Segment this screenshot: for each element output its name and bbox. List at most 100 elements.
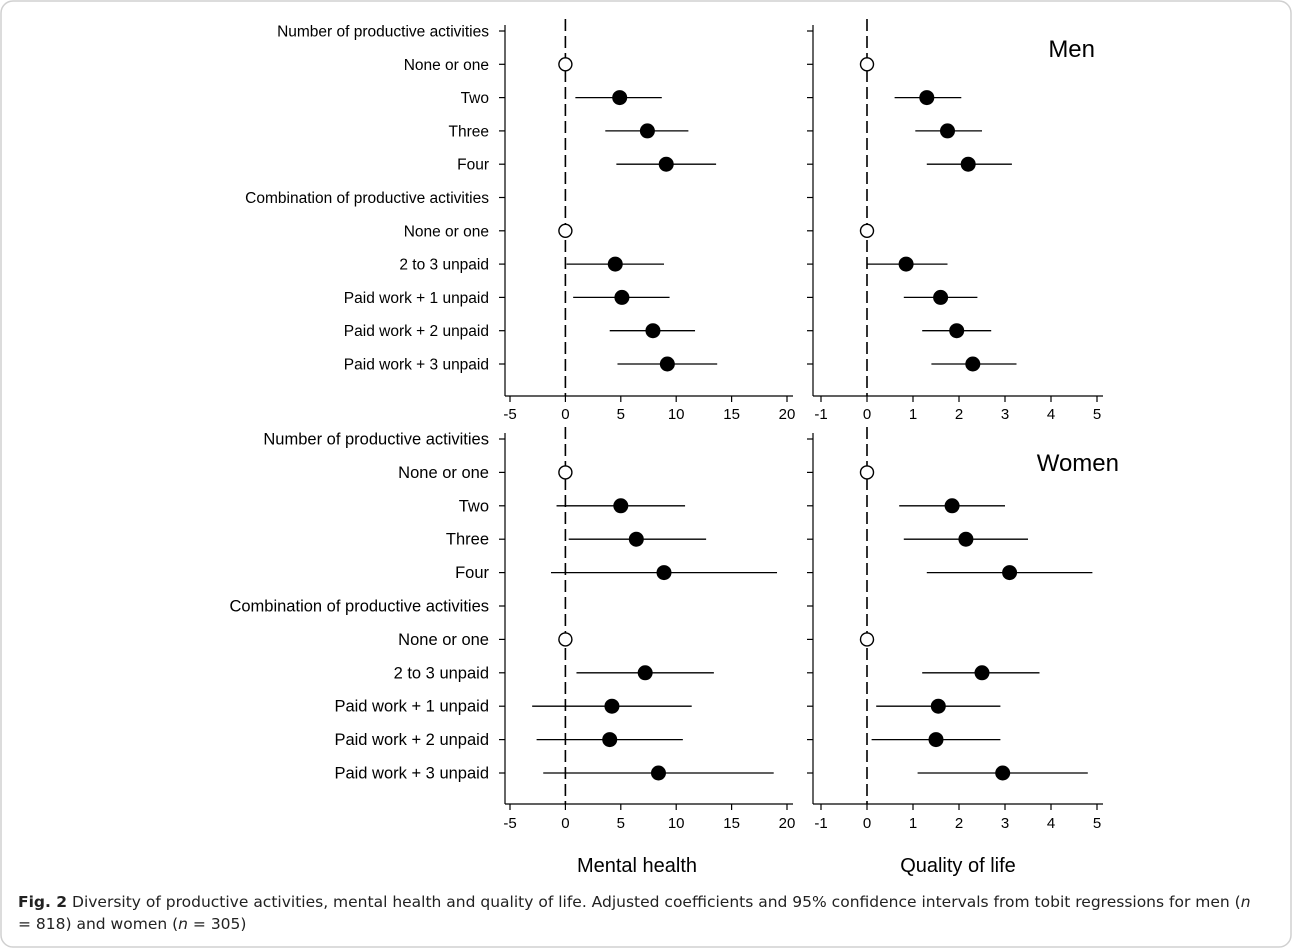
estimate-marker (898, 256, 914, 272)
x-tick-label: -5 (503, 406, 516, 423)
estimate-marker (944, 498, 960, 514)
reference-marker (558, 223, 573, 239)
caption-text-1: Diversity of productive activities, ment… (67, 893, 1241, 911)
plot-root: -5 0 5 10 15 20 -1 0 1 2 3 4 5 -5 0 5 10 15 20 -1 0 1 2 3 4 5 Numb… (229, 19, 1119, 877)
estimate-marker (650, 765, 666, 781)
x-tick-label: 5 (1093, 406, 1101, 423)
row-label: None or one (398, 464, 489, 482)
x-tick-label: 0 (863, 815, 871, 832)
reference-marker (558, 465, 573, 480)
row-label: Paid work + 1 unpaid (344, 290, 489, 307)
estimate-marker (933, 289, 949, 305)
row-label: None or one (404, 223, 489, 240)
x-axis-title: Quality of life (900, 855, 1016, 877)
caption-n-men: n (1240, 893, 1251, 911)
row-label: Three (449, 123, 490, 140)
row-label: Paid work + 2 unpaid (334, 731, 489, 749)
estimate-marker (974, 665, 990, 681)
estimate-marker (958, 531, 974, 547)
estimate-marker (995, 765, 1011, 781)
row-header-label: Combination of productive activities (229, 598, 489, 616)
row-label: Paid work + 1 unpaid (334, 698, 489, 716)
x-tick-label: 0 (863, 406, 871, 423)
row-labels-men: Number of productive activities None or o… (245, 24, 489, 374)
x-tick-label: 10 (668, 815, 685, 832)
estimate-marker (604, 698, 620, 714)
estimate-marker (658, 156, 674, 172)
x-tick-label: 3 (1001, 815, 1009, 832)
reference-marker (859, 632, 875, 647)
panel-men-quality-of-life: -1 0 1 2 3 4 5 (807, 19, 1103, 423)
x-tick-label: 20 (779, 815, 796, 832)
estimate-marker (659, 356, 675, 372)
x-tick-label: 5 (617, 406, 625, 423)
row-header-label: Number of productive activities (277, 24, 489, 41)
estimate-marker (1002, 565, 1018, 581)
reference-marker (859, 57, 875, 72)
estimate-marker (628, 531, 644, 547)
row-label: Paid work + 2 unpaid (344, 323, 489, 340)
x-tick-label: 5 (617, 815, 625, 832)
x-tick-label: 10 (668, 406, 685, 423)
estimate-marker (960, 156, 976, 172)
x-tick-label: 3 (1001, 406, 1009, 423)
figure-caption: Fig. 2 Diversity of productive activitie… (18, 891, 1258, 935)
figure-label: Fig. 2 (18, 893, 68, 911)
estimate-marker (637, 665, 653, 681)
x-tick-label: -1 (814, 815, 827, 832)
x-tick-label: 5 (1093, 815, 1101, 832)
row-label: Two (461, 90, 489, 107)
estimate-marker (614, 289, 630, 305)
row-header-label: Number of productive activities (263, 431, 489, 449)
estimate-marker (612, 90, 628, 106)
x-tick-label: 1 (909, 815, 917, 832)
row-header-label: Combination of productive activities (245, 190, 489, 207)
row-labels-women: Number of productive activities None or o… (229, 431, 489, 783)
caption-text-3: = 305) (187, 915, 247, 933)
estimate-marker (949, 323, 965, 339)
row-label: None or one (398, 631, 489, 649)
estimate-marker (639, 123, 655, 139)
group-label: Men (1048, 36, 1095, 63)
estimate-marker (919, 90, 935, 106)
estimate-marker (940, 123, 955, 139)
row-label: Four (455, 564, 489, 582)
estimate-marker (928, 732, 944, 748)
x-tick-label: 4 (1047, 406, 1055, 423)
x-tick-label: 1 (909, 406, 917, 423)
estimate-marker (607, 256, 623, 272)
x-tick-label: 0 (561, 406, 569, 423)
row-label: 2 to 3 unpaid (394, 664, 489, 682)
x-tick-label: 4 (1047, 815, 1055, 832)
reference-marker (859, 465, 875, 480)
x-tick-label: 2 (955, 406, 963, 423)
row-label: Four (457, 157, 489, 174)
caption-text-2: = 818) and women ( (18, 915, 179, 933)
row-label: Paid work + 3 unpaid (334, 765, 489, 783)
x-tick-label: -5 (503, 815, 516, 832)
caption-n-women: n (178, 915, 188, 933)
estimate-marker (613, 498, 629, 514)
panel-women-quality-of-life: -1 0 1 2 3 4 5 (807, 427, 1103, 832)
x-tick-label: 15 (723, 815, 740, 832)
row-label: None or one (404, 57, 489, 74)
group-label: Women (1037, 450, 1119, 477)
x-tick-label: 20 (779, 406, 796, 423)
reference-marker (859, 223, 875, 239)
x-tick-label: 15 (723, 406, 740, 423)
row-label: 2 to 3 unpaid (399, 257, 489, 274)
row-label: Three (446, 531, 489, 549)
estimate-marker (602, 732, 618, 748)
x-axis-title: Mental health (577, 855, 697, 877)
estimate-marker (930, 698, 946, 714)
panel-men-mental-health: -5 0 5 10 15 20 (499, 19, 795, 423)
x-tick-label: 2 (955, 815, 963, 832)
estimate-marker (656, 565, 672, 581)
x-tick-label: -1 (814, 406, 827, 423)
estimate-marker (965, 356, 981, 372)
panel-women-mental-health: -5 0 5 10 15 20 (499, 427, 795, 832)
reference-marker (558, 57, 573, 72)
row-label: Paid work + 3 unpaid (344, 357, 489, 374)
